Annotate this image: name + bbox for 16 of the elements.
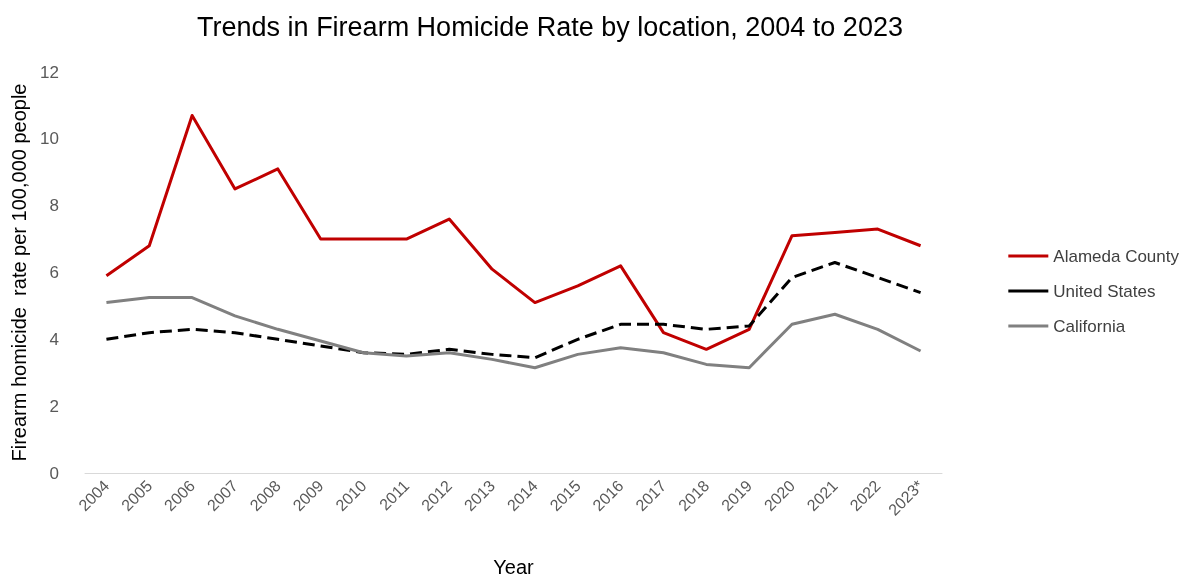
chart-title: Trends in Firearm Homicide Rate by location, 2004 to 2023 bbox=[197, 11, 903, 42]
line-series bbox=[104, 113, 923, 351]
y-axis-title: Firearm homicide rate per 100,000 people bbox=[8, 83, 31, 462]
y-tick-label: 10 bbox=[40, 129, 59, 149]
legend-label: United States bbox=[1053, 281, 1156, 301]
legend-label: California bbox=[1053, 316, 1126, 336]
y-tick-label: 6 bbox=[49, 263, 59, 282]
line-series bbox=[104, 296, 923, 370]
y-tick-label: 4 bbox=[49, 329, 59, 349]
y-tick-label: 8 bbox=[49, 196, 59, 216]
y-tick-label: 2 bbox=[49, 396, 59, 416]
line-series bbox=[104, 260, 923, 360]
y-tick-label: 12 bbox=[40, 62, 59, 82]
x-axis-title: Year bbox=[493, 556, 535, 578]
legend-label: Alameda County bbox=[1053, 246, 1180, 266]
y-tick-label: 0 bbox=[49, 463, 59, 483]
